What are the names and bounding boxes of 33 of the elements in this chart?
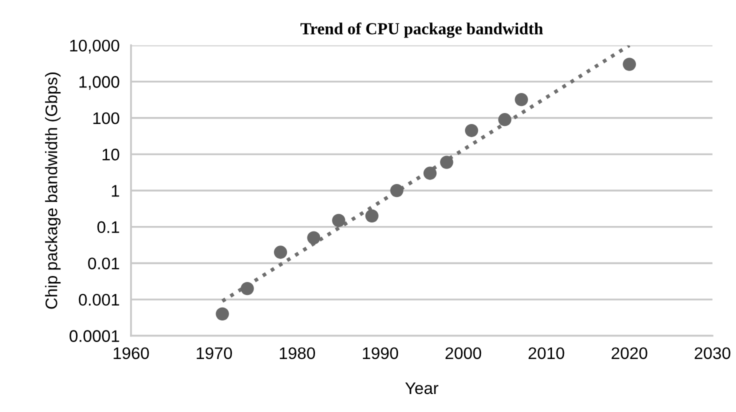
y-tick-label: 0.01 xyxy=(88,258,120,270)
y-tick-label: 1,000 xyxy=(79,76,120,90)
y-tick-label: 10 xyxy=(102,148,120,160)
x-tick-label: 2010 xyxy=(528,347,564,360)
point xyxy=(365,209,378,223)
x-tick-label: 1960 xyxy=(114,347,149,360)
y-tick-label: 0.1 xyxy=(97,221,120,234)
x-tick-label: 2020 xyxy=(612,347,648,360)
x-axis-title: Year xyxy=(405,382,438,394)
y-tick-label: 1 xyxy=(112,185,120,197)
point xyxy=(307,231,320,244)
x-tick-label: 1970 xyxy=(196,347,232,360)
y-axis-title: Chip package bandwidth (Gbps) xyxy=(45,72,61,309)
y-tick-label: 10,000 xyxy=(70,40,120,54)
point xyxy=(464,124,478,138)
point xyxy=(390,184,404,198)
point xyxy=(498,113,512,126)
point xyxy=(423,166,437,180)
point xyxy=(274,246,288,259)
x-tick-label: 2030 xyxy=(694,347,730,360)
y-tick-label: 0.0001 xyxy=(70,330,120,342)
x-tick-label: 2000 xyxy=(446,347,482,360)
point xyxy=(440,156,454,169)
chart-title: Trend of CPU package bandwidth xyxy=(300,22,543,38)
y-tick-label: 0.001 xyxy=(78,294,120,306)
y-tick-label: 100 xyxy=(93,112,120,124)
x-tick-label: 1990 xyxy=(362,347,398,360)
point xyxy=(622,58,636,71)
x-tick-label: 1980 xyxy=(280,347,316,360)
point xyxy=(216,307,229,321)
point xyxy=(332,214,346,228)
point xyxy=(514,93,528,106)
point xyxy=(240,282,254,296)
